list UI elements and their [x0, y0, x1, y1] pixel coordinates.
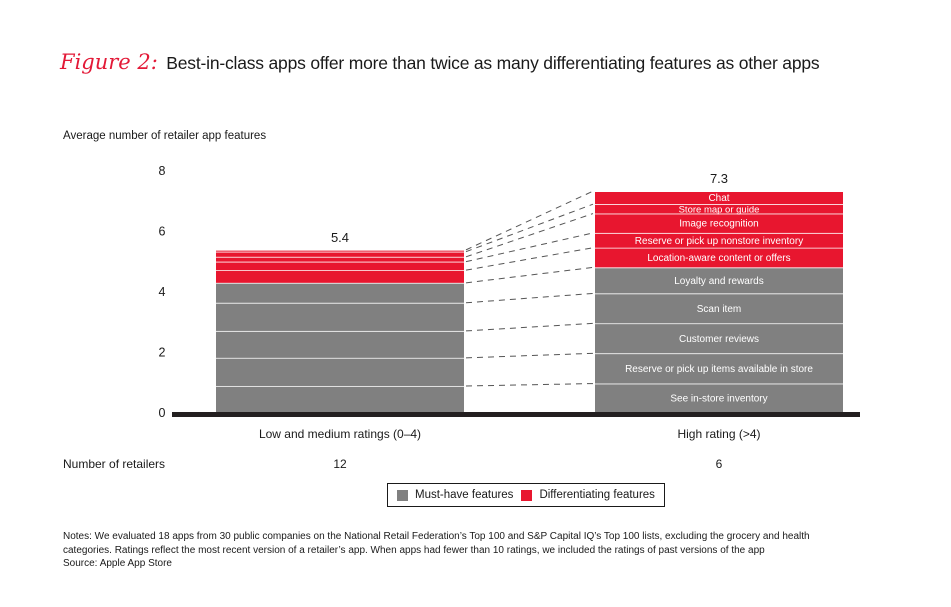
retailer-count-low: 12: [333, 457, 347, 471]
bar-segment-loyalty-and-rewards-high: [595, 267, 843, 294]
connector-line-store-map-or-guide: [465, 203, 594, 253]
legend-label-differentiating: Differentiating features: [539, 489, 655, 501]
legend-swatch-differentiating: [521, 489, 533, 501]
y-tick-label-2: 2: [159, 346, 166, 360]
segment-label-see-in-store-inventory: See in-store inventory: [670, 393, 767, 404]
figure-title-row: Figure 2: Best-in-class apps offer more …: [60, 50, 820, 74]
bar-segment-image-recognition-high: [595, 213, 843, 233]
connector-line-see-in-store-inventory: [465, 383, 594, 387]
connector-line-loyalty-and-rewards: [465, 266, 594, 284]
category-label-low: Low and medium ratings (0–4): [258, 427, 422, 441]
retailer-count-high: 6: [715, 457, 723, 471]
segment-label-location-aware-content-or-offers: Location-aware content or offers: [647, 253, 790, 264]
bar-segment-location-aware-content-or-offers-high: [595, 247, 843, 268]
legend-label-must-have: Must-have features: [415, 489, 514, 501]
bar-segment-chat-low: [216, 249, 464, 252]
bar-segment-store-map-or-guide-low: [216, 251, 464, 257]
segment-label-scan-item: Scan item: [697, 304, 741, 315]
category-label-high: High rating (>4): [677, 427, 761, 441]
connector-line-reserve-or-pick-up-items-available-in-store: [465, 352, 594, 359]
legend-swatch-must-have: [397, 489, 408, 501]
bar-segment-reserve-or-pick-up-items-available-in-store-low: [216, 357, 464, 386]
bar-segment-location-aware-content-or-offers-low: [216, 270, 464, 283]
connector-line-reserve-or-pick-up-nonstore-inventory: [465, 232, 594, 263]
legend-item-differentiating: Differentiating features: [521, 489, 655, 501]
bar-segment-see-in-store-inventory-low: [216, 385, 464, 412]
bar-segment-store-map-or-guide-high: [595, 204, 843, 214]
x-axis-baseline: [172, 412, 860, 417]
connector-line-customer-reviews: [465, 322, 594, 332]
bar-segment-customer-reviews-high: [595, 323, 843, 354]
y-axis-label: Average number of retailer app features: [63, 130, 267, 142]
bar-segment-image-recognition-low: [216, 256, 464, 262]
y-tick-label-6: 6: [159, 225, 166, 239]
connector-line-image-recognition: [465, 213, 594, 258]
bar-segment-reserve-or-pick-up-items-available-in-store-high: [595, 353, 843, 384]
connector-line-chat: [465, 190, 594, 251]
y-tick-label-4: 4: [159, 285, 166, 299]
total-label-high: 7.3: [710, 171, 728, 186]
segment-label-loyalty-and-rewards: Loyalty and rewards: [674, 276, 764, 287]
bar-segment-see-in-store-inventory-high: [595, 383, 843, 412]
figure-label: Figure 2:: [60, 50, 158, 74]
total-label-low: 5.4: [331, 230, 349, 245]
segment-label-reserve-or-pick-up-nonstore-inventory: Reserve or pick up nonstore inventory: [635, 236, 803, 247]
retailer-count-label: Number of retailers: [63, 457, 166, 471]
bar-segment-reserve-or-pick-up-nonstore-inventory-low: [216, 261, 464, 271]
bar-segment-chat-high: [595, 191, 843, 205]
connector-line-scan-item: [465, 292, 594, 304]
figure-title: Best-in-class apps offer more than twice…: [166, 53, 820, 73]
y-tick-label-0: 0: [159, 406, 166, 420]
segment-label-customer-reviews: Customer reviews: [679, 334, 759, 345]
connector-line-location-aware-content-or-offers: [465, 247, 594, 271]
chart-legend: Must-have features Differentiating featu…: [387, 483, 665, 507]
bar-segment-customer-reviews-low: [216, 330, 464, 358]
notes: Notes: We evaluated 18 apps from 30 publ…: [63, 530, 903, 571]
y-tick-label-8: 8: [159, 164, 166, 178]
bar-segment-scan-item-high: [595, 293, 843, 324]
segment-label-store-map-or-guide: Store map or guide: [679, 204, 760, 215]
legend-item-must-have: Must-have features: [397, 489, 513, 501]
segment-label-reserve-or-pick-up-items-available-in-store: Reserve or pick up items available in st…: [625, 364, 813, 375]
bar-segment-scan-item-low: [216, 302, 464, 331]
bar-segment-reserve-or-pick-up-nonstore-inventory-high: [595, 232, 843, 248]
source-line: Source: Apple App Store: [63, 558, 172, 569]
notes-line-1: Notes: We evaluated 18 apps from 30 publ…: [63, 531, 810, 542]
notes-line-2: categories. Ratings reflect the most rec…: [63, 544, 765, 556]
segment-label-image-recognition: Image recognition: [679, 219, 759, 230]
segment-label-chat: Chat: [708, 193, 729, 204]
bar-segment-loyalty-and-rewards-low: [216, 282, 464, 303]
